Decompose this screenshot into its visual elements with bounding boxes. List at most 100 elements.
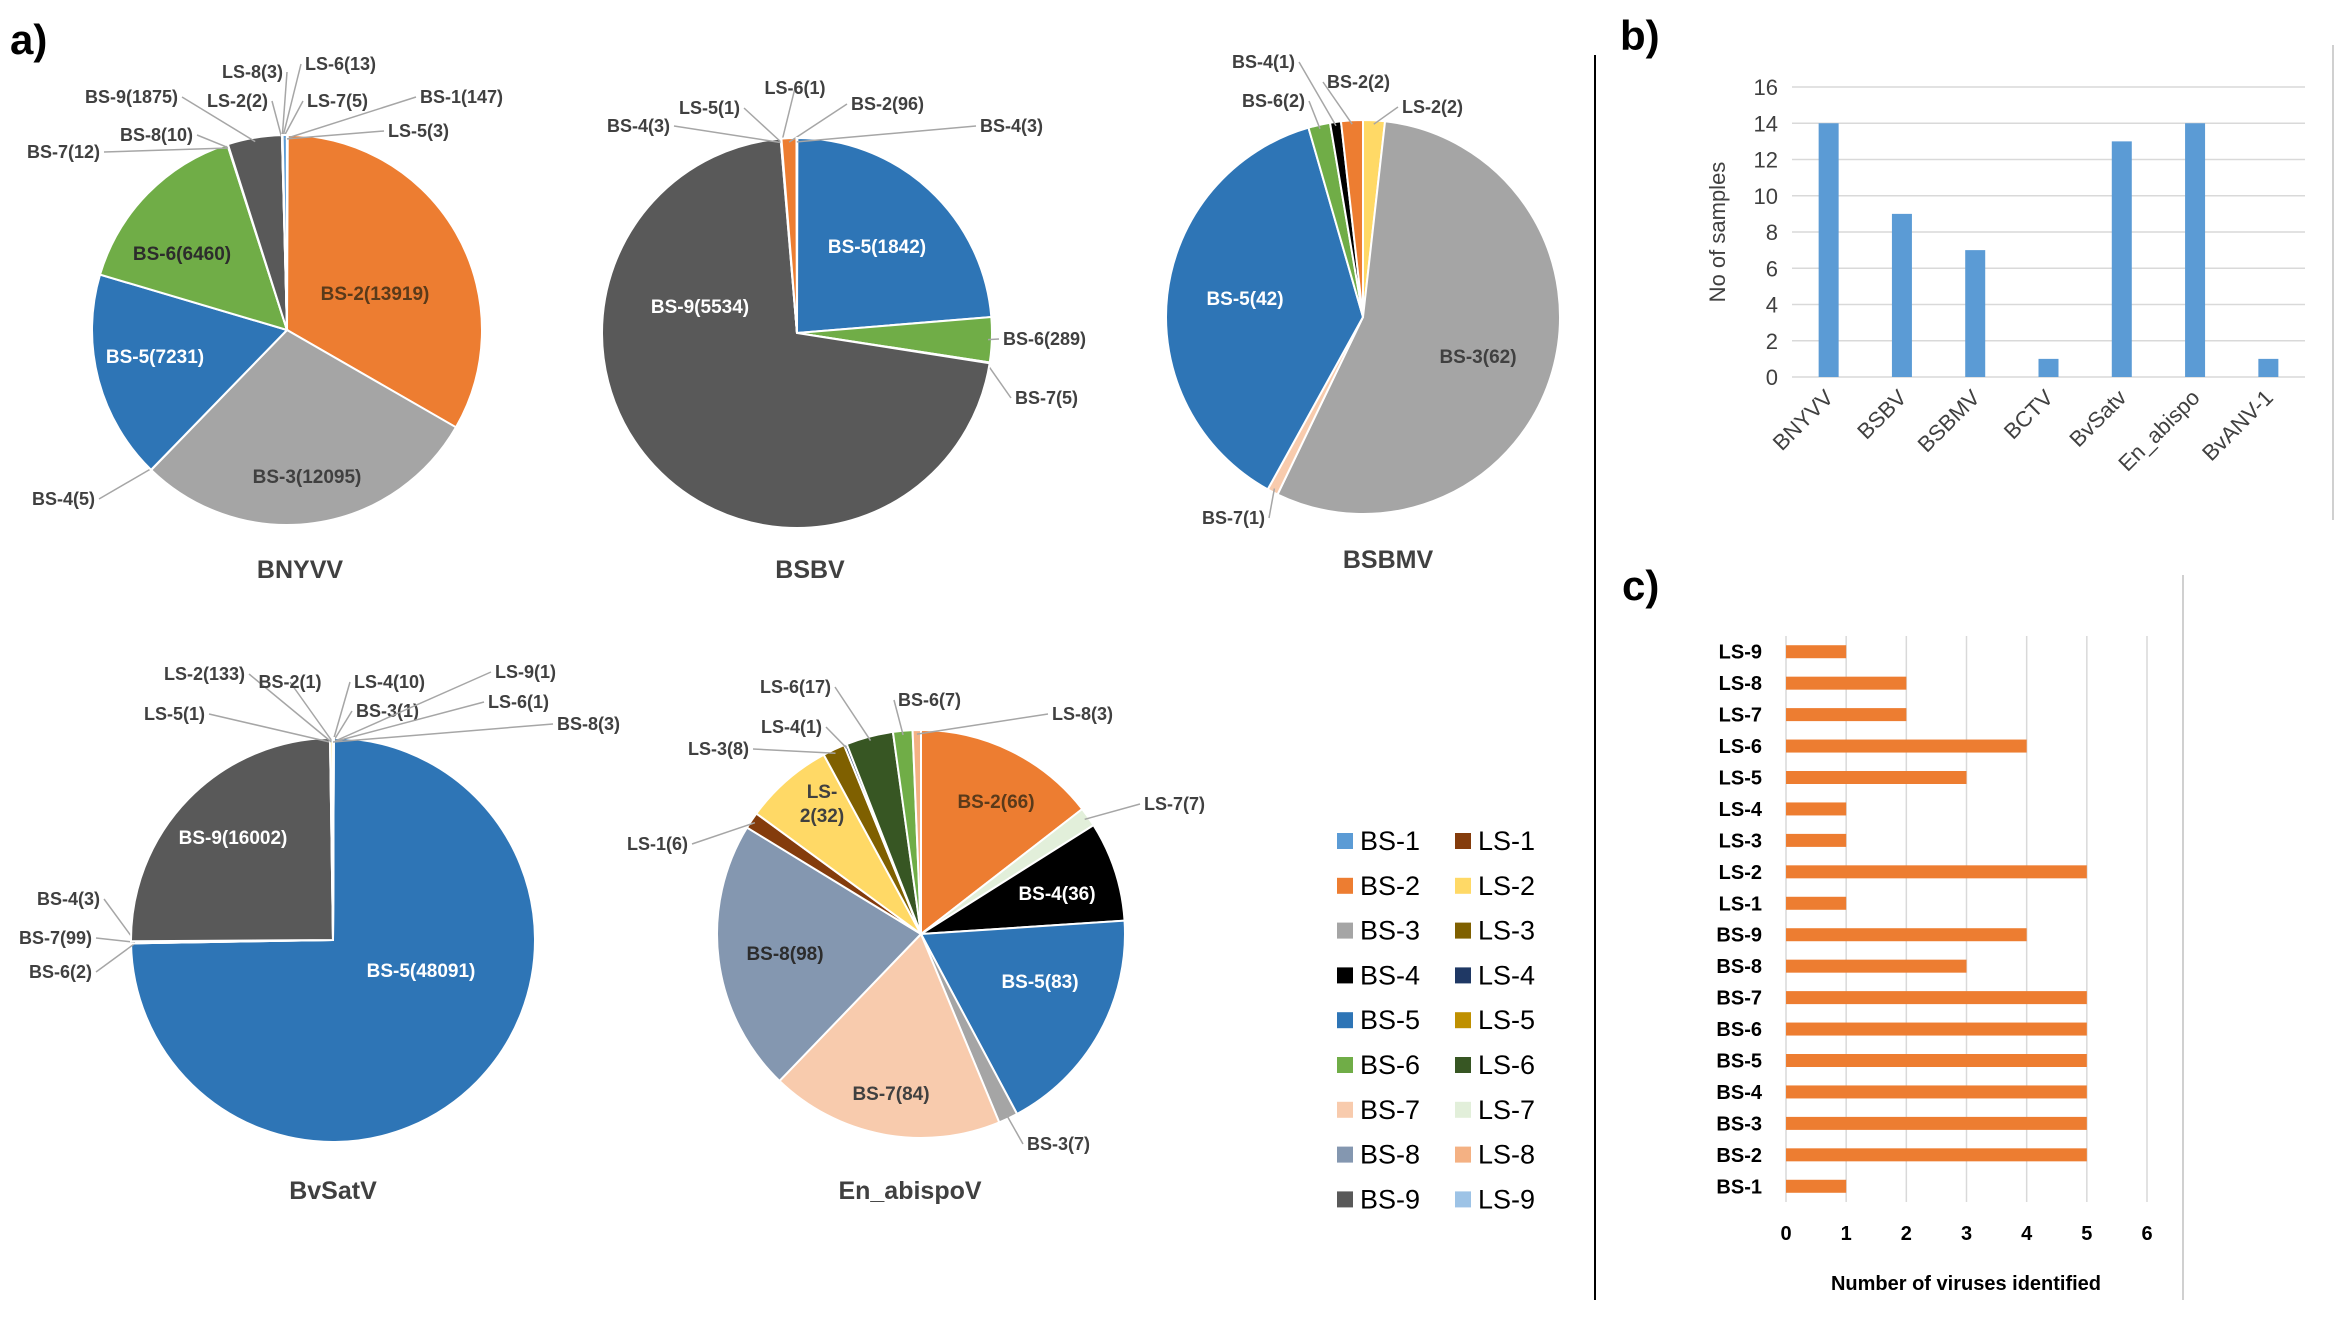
legend-label-bs-7: BS-7 — [1360, 1095, 1420, 1125]
pie-slice-bsbv-bs-5-0 — [796, 136, 993, 335]
bar-c-bs-5 — [1786, 1054, 2087, 1067]
legend-swatch-bs-8 — [1337, 1146, 1353, 1163]
x-tick-c-2: 2 — [1901, 1223, 1912, 1245]
y-tick-c-ls-5: LS-5 — [1719, 768, 1762, 790]
slice-label-bsbmv-0: LS-2(2) — [1402, 97, 1463, 117]
leader-line-bnyvv-2 — [98, 466, 155, 500]
y-tick-c-bs-6: BS-6 — [1716, 1019, 1762, 1041]
leader-line-bnyvv-9 — [281, 71, 288, 140]
pie-slice-en-abispov-bs-8-6 — [716, 826, 923, 1083]
bar-c-ls-8 — [1786, 676, 1907, 690]
y-tick-b-16: 16 — [1754, 75, 1778, 100]
bar-c-ls-1 — [1786, 896, 1847, 910]
slice-label-bsbmv-5: BS-4(1) — [1232, 52, 1295, 72]
pie-title-bvsatv: BvSatV — [289, 1177, 377, 1205]
leader-line-bnyvv-13 — [286, 130, 385, 140]
slice-label-bvsatv-0: BS-5(48091) — [367, 961, 476, 982]
legend-label-ls-2: LS-2 — [1478, 871, 1535, 901]
slice-label-en-abispov-3: BS-5(83) — [1001, 972, 1078, 993]
legend-label-bs-8: BS-8 — [1360, 1140, 1420, 1170]
slice-label-bsbv-0: BS-5(1842) — [828, 237, 926, 258]
slice-label-bsbmv-6: BS-2(2) — [1327, 72, 1390, 92]
y-tick-c-ls-7: LS-7 — [1719, 705, 1762, 727]
slice-label-bsbv-2: BS-7(5) — [1015, 388, 1078, 408]
x-axis-title-c: Number of viruses identified — [1831, 1273, 2101, 1295]
slice-label-en-abispov-8: LS-2(32) — [800, 782, 844, 827]
slice-label-en-abispov-2: BS-4(36) — [1018, 884, 1095, 905]
x-tick-b-bvsatv: BvSatv — [2064, 385, 2131, 452]
slice-label-bvsatv-9: BS-3(1) — [356, 701, 419, 721]
bar-c-bs-2 — [1786, 1148, 2087, 1162]
pie-slice-bnyvv-bs-2-0 — [286, 133, 484, 429]
pie-chart-bsbmv: LS-2(2) BS-3(62) BS-7(1) BS-5(42) BS-6(2) BS-… — [1165, 52, 1561, 574]
slice-label-bnyvv-10: LS-6(13) — [305, 54, 376, 74]
slice-label-en-abispov-0: BS-2(66) — [957, 792, 1034, 813]
slice-label-en-abispov-1: LS-7(7) — [1144, 794, 1205, 814]
y-tick-c-ls-4: LS-4 — [1719, 799, 1763, 821]
slice-label-bvsatv-10: LS-9(1) — [495, 662, 556, 682]
pie-title-bnyvv: BNYVV — [257, 556, 343, 584]
slice-label-en-abispov-9: LS-3(8) — [688, 739, 749, 759]
bar-b-bnyvv — [1818, 123, 1839, 377]
bar-c-ls-6 — [1786, 739, 2027, 753]
slice-label-bnyvv-3: BS-5(7231) — [106, 347, 204, 368]
y-tick-b-6: 6 — [1766, 256, 1778, 281]
slice-label-bvsatv-8: LS-4(10) — [354, 672, 425, 692]
bar-c-bs-6 — [1786, 1022, 2087, 1036]
legend-swatch-bs-2 — [1337, 877, 1353, 894]
legend-swatch-ls-8 — [1455, 1146, 1471, 1163]
x-tick-c-3: 3 — [1961, 1223, 1972, 1245]
legend-label-bs-4: BS-4 — [1360, 960, 1420, 990]
leader-line-bvsatv-2 — [95, 937, 136, 944]
slice-label-en-abispov-4: BS-3(7) — [1027, 1134, 1090, 1154]
y-tick-b-2: 2 — [1766, 329, 1778, 354]
legend-swatch-ls-3 — [1455, 922, 1471, 939]
panel-label-b: b) — [1620, 12, 1660, 59]
slice-label-bvsatv-2: BS-7(99) — [19, 928, 92, 948]
leader-line-bsbv-4 — [673, 125, 782, 144]
y-tick-c-ls-9: LS-9 — [1719, 642, 1762, 664]
y-tick-c-bs-8: BS-8 — [1716, 956, 1762, 978]
bar-c-ls-9 — [1786, 645, 1847, 659]
panel-label-c: c) — [1622, 562, 1659, 609]
x-tick-c-6: 6 — [2141, 1223, 2152, 1245]
leader-line-en-abispov-1 — [1084, 803, 1141, 821]
slice-label-bvsatv-5: LS-5(1) — [144, 704, 205, 724]
legend-swatch-bs-3 — [1337, 922, 1353, 939]
x-tick-c-5: 5 — [2081, 1223, 2092, 1245]
x-tick-c-0: 0 — [1780, 1223, 1791, 1245]
slice-label-bnyvv-12: BS-1(147) — [420, 87, 503, 107]
legend: BS-1 BS-2 BS-3 BS-4 BS-5 BS-6 BS-7 BS-8 BS-9 LS-1… — [1337, 826, 1535, 1214]
leader-line-bvsatv-8 — [332, 681, 351, 743]
leader-line-bnyvv-8 — [271, 100, 283, 140]
pie-chart-bvsatv: BS-5(48091) BS-6(2) BS-7(99) BS-4(3) BS-9(16… — [19, 662, 620, 1205]
leader-line-bsbmv-0 — [1373, 106, 1399, 125]
leader-line-bvsatv-12 — [332, 723, 554, 743]
bar-c-ls-5 — [1786, 771, 1967, 784]
y-tick-c-ls-1: LS-1 — [1719, 893, 1762, 915]
legend-label-ls-9: LS-9 — [1478, 1184, 1535, 1214]
pie-slice-en-abispov-bs-4-2 — [920, 823, 1126, 935]
leader-line-bnyvv-5 — [103, 147, 229, 153]
legend-swatch-bs-9 — [1337, 1191, 1353, 1208]
leader-line-bnyvv-12 — [284, 96, 417, 140]
leader-line-bnyvv-11 — [281, 100, 304, 140]
slice-label-en-abispov-6: BS-8(98) — [746, 944, 823, 965]
slice-label-en-abispov-11: LS-6(17) — [760, 677, 831, 697]
leader-line-bnyvv-6 — [196, 134, 230, 149]
slice-label-bvsatv-1: BS-6(2) — [29, 962, 92, 982]
slice-label-bsbv-4: BS-4(3) — [607, 116, 670, 136]
leader-line-en-abispov-11 — [834, 686, 872, 742]
pie-slice-bnyvv-bs-6-4 — [98, 143, 289, 332]
slice-label-bsbmv-4: BS-6(2) — [1242, 91, 1305, 111]
leader-line-bsbmv-2 — [1268, 488, 1276, 519]
x-tick-b-bsbv: BSBV — [1852, 385, 1911, 444]
bar-c-ls-7 — [1786, 708, 1907, 722]
legend-label-ls-6: LS-6 — [1478, 1050, 1535, 1080]
legend-label-bs-3: BS-3 — [1360, 916, 1420, 946]
y-axis-title-b: No of samples — [1705, 162, 1730, 303]
y-tick-b-10: 10 — [1754, 184, 1778, 209]
pie-title-bsbv: BSBV — [775, 556, 845, 584]
legend-swatch-bs-5 — [1337, 1012, 1353, 1029]
slice-label-bsbv-8: BS-4(3) — [980, 116, 1043, 136]
